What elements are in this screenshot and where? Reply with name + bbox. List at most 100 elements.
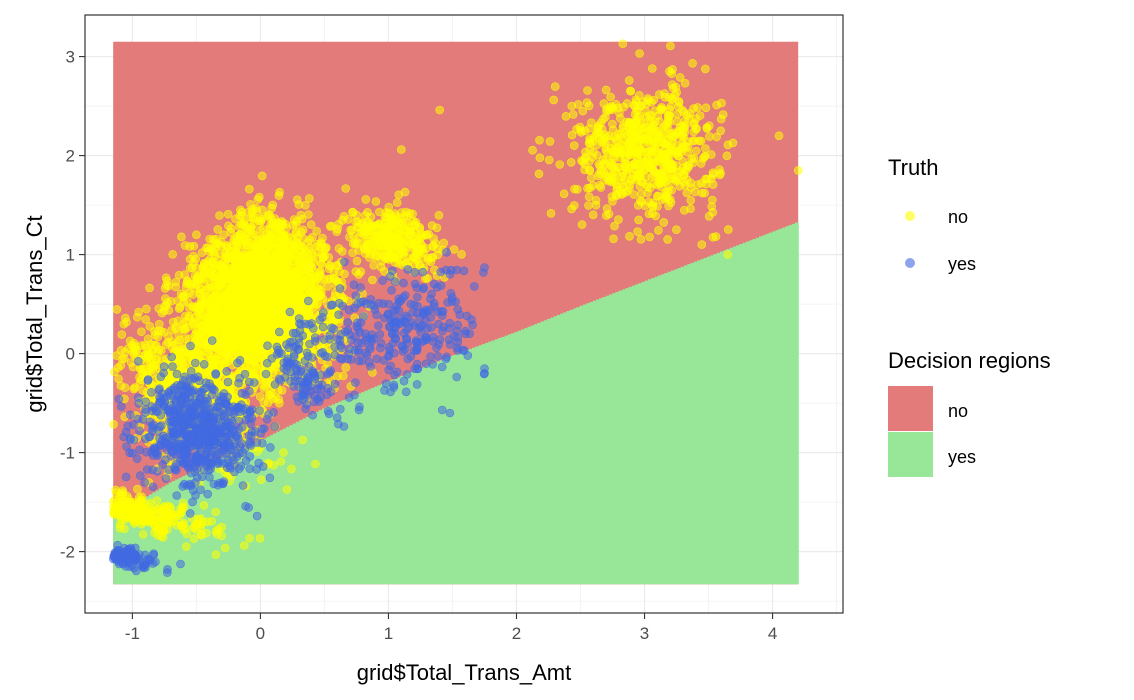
point-no (120, 524, 129, 534)
point-no (618, 39, 628, 49)
point-no (120, 348, 130, 357)
point-no (323, 282, 333, 291)
point-no (209, 308, 219, 318)
plot-panel (84, 14, 844, 614)
point-no (617, 189, 627, 198)
point-no (700, 64, 710, 74)
point-no (555, 160, 565, 169)
point-no (289, 267, 299, 277)
point-no (592, 140, 602, 150)
point-no (646, 111, 656, 120)
point-no (602, 104, 611, 114)
point-no (389, 233, 399, 243)
point-no (196, 285, 206, 295)
point-no (307, 263, 317, 273)
point-no (712, 100, 721, 110)
point-no (683, 148, 693, 157)
point-no (369, 260, 379, 270)
point-no (300, 247, 310, 256)
point-no (125, 336, 135, 346)
point-no (124, 505, 134, 515)
point-no (174, 304, 184, 313)
point-no (723, 250, 733, 259)
point-no (242, 339, 251, 349)
point-no (234, 280, 244, 290)
point-no (692, 124, 701, 134)
point-no (298, 435, 308, 445)
point-no (271, 250, 281, 260)
point-no (215, 291, 225, 301)
point-no (228, 242, 237, 251)
point-no (614, 142, 623, 152)
point-yes (161, 474, 171, 483)
point-no (376, 262, 386, 272)
point-no (254, 371, 263, 380)
point-no (672, 225, 681, 234)
point-no (243, 208, 253, 217)
point-no (195, 311, 204, 321)
point-no (268, 238, 278, 247)
point-no (148, 506, 157, 516)
point-no (303, 282, 312, 292)
point-no (174, 330, 183, 340)
point-no (274, 313, 284, 322)
point-no (245, 533, 254, 543)
point-no (653, 131, 663, 141)
point-no (659, 218, 669, 227)
point-no (634, 215, 644, 225)
point-no (274, 395, 284, 404)
point-no (180, 291, 190, 301)
point-no (602, 204, 612, 213)
point-no (449, 245, 459, 254)
point-no (667, 94, 677, 103)
point-no (640, 123, 649, 132)
point-no (609, 234, 618, 244)
point-no (367, 220, 377, 230)
point-no (400, 187, 410, 197)
point-no (793, 166, 803, 175)
point-no (256, 318, 265, 327)
point-no (648, 147, 657, 156)
point-no (396, 145, 406, 154)
point-no (403, 253, 413, 262)
point-no (215, 211, 224, 220)
point-no (614, 215, 623, 224)
point-no (636, 235, 646, 244)
point-no (199, 501, 209, 510)
point-no (145, 283, 154, 293)
point-no (433, 244, 442, 254)
point-no (312, 274, 322, 284)
point-no (701, 174, 710, 184)
point-yes (172, 491, 181, 500)
point-no (686, 196, 696, 205)
point-no (618, 178, 627, 188)
point-no (227, 347, 237, 356)
point-no (774, 131, 784, 141)
point-no (675, 73, 685, 82)
point-no (167, 510, 177, 519)
point-no (616, 129, 626, 138)
point-no (254, 216, 264, 226)
point-no (146, 498, 155, 508)
point-no (260, 237, 270, 246)
point-no (224, 221, 233, 231)
point-no (700, 188, 709, 198)
point-yes (185, 509, 195, 518)
point-no (728, 138, 738, 148)
point-no (549, 95, 559, 105)
point-no (697, 240, 707, 249)
point-no (228, 290, 237, 300)
point-no (268, 219, 278, 229)
point-no (188, 319, 198, 329)
point-no (221, 319, 231, 329)
point-no (351, 267, 361, 276)
point-no (359, 223, 369, 232)
point-no (143, 358, 152, 368)
point-no (287, 297, 296, 307)
point-no (287, 464, 296, 474)
point-no (211, 550, 221, 560)
point-no (695, 111, 705, 120)
point-no (129, 348, 138, 357)
point-no (142, 304, 151, 314)
point-no (250, 284, 260, 293)
